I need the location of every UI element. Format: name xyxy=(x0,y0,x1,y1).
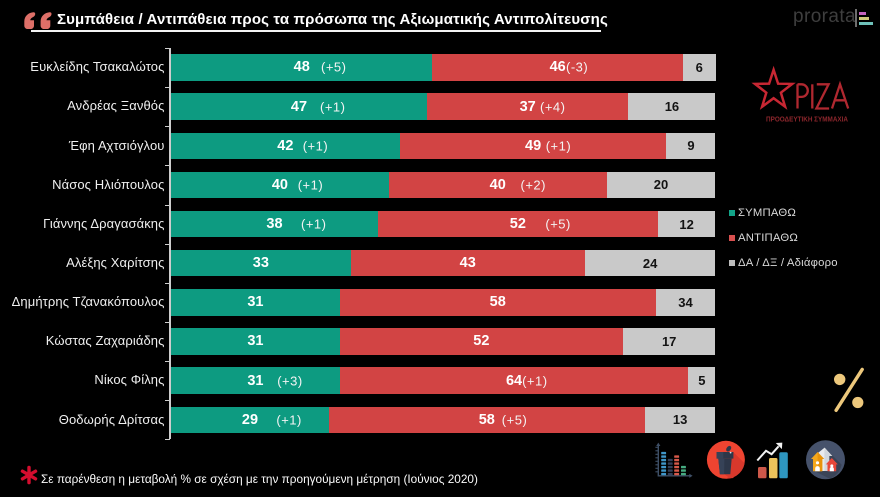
svg-text:ΠΡΟΟΔΕΥΤΙΚΗ ΣΥΜΜΑΧΙΑ: ΠΡΟΟΔΕΥΤΙΚΗ ΣΥΜΜΑΧΙΑ xyxy=(766,114,848,123)
